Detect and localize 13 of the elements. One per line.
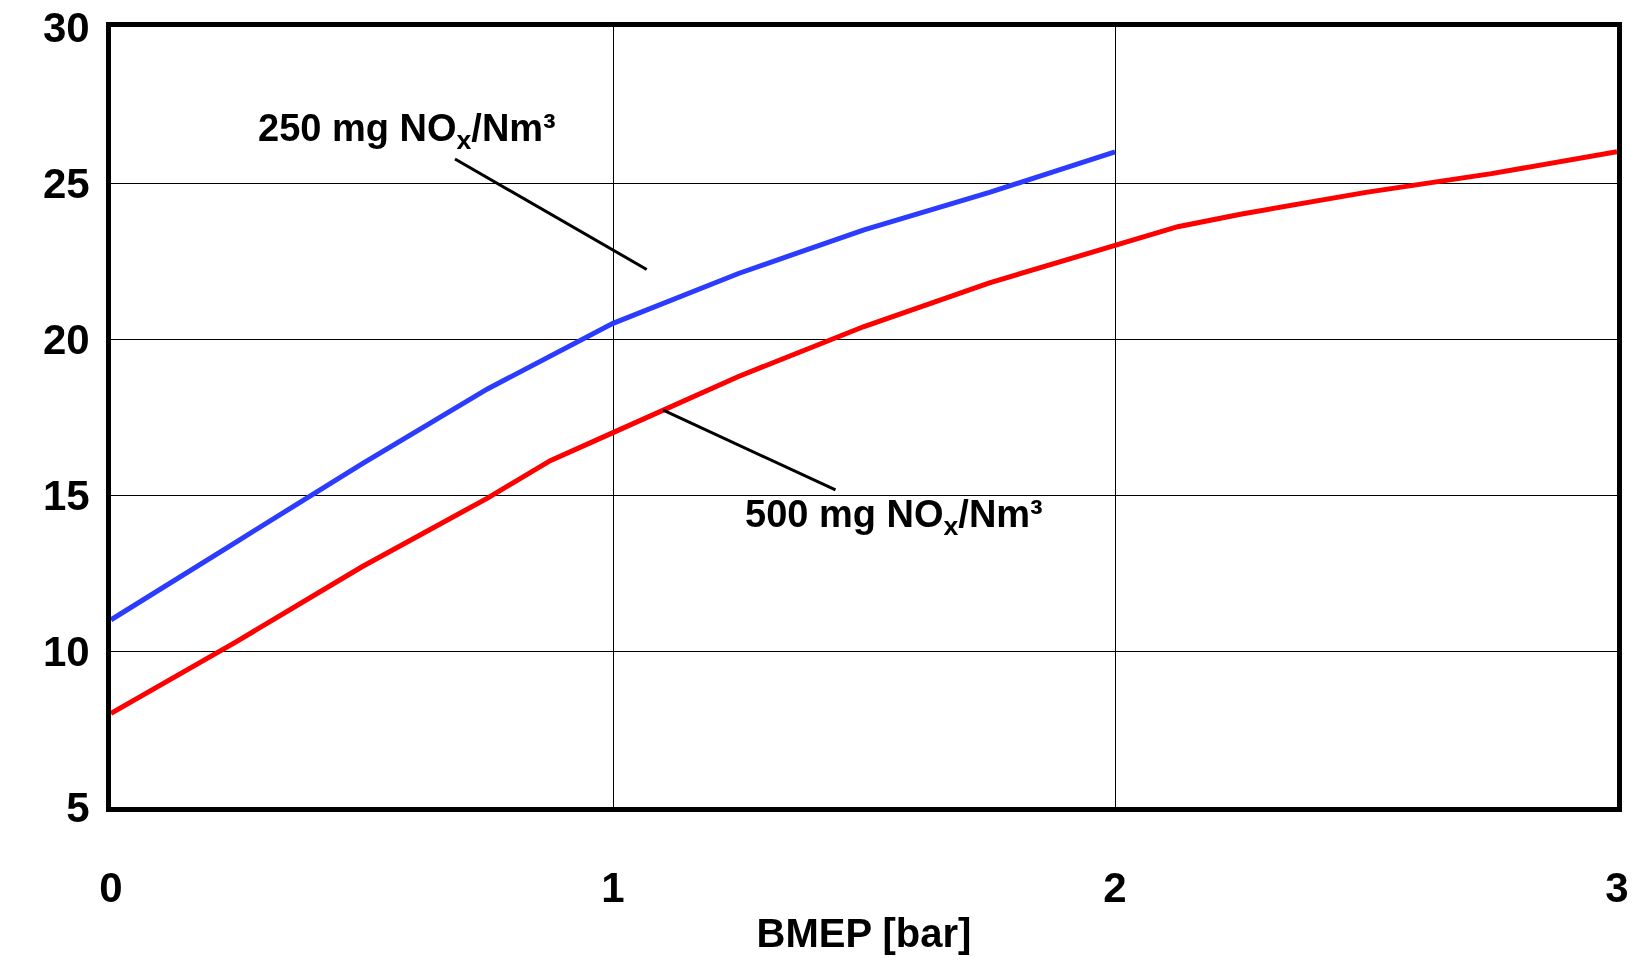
x-tick-label: 3 [1605, 864, 1629, 912]
annotation: 500 mg NO$_{x}$/Nm³ [745, 493, 1043, 541]
y-tick-label: 5 [66, 783, 90, 831]
y-tick-label: 25 [42, 159, 90, 207]
annotation: 250 mg NO$_{x}$/Nm³ [258, 107, 556, 155]
x-tick-label: 1 [601, 864, 625, 912]
y-tick-label: 10 [42, 627, 90, 675]
y-tick-label: 30 [42, 3, 90, 51]
y-tick-label: 15 [42, 471, 90, 519]
y-tick-label: 20 [42, 315, 90, 363]
x-tick-label: 0 [99, 864, 123, 912]
x-axis-title: BMEP [bar] [756, 910, 972, 955]
x-tick-label: 2 [1103, 864, 1127, 912]
